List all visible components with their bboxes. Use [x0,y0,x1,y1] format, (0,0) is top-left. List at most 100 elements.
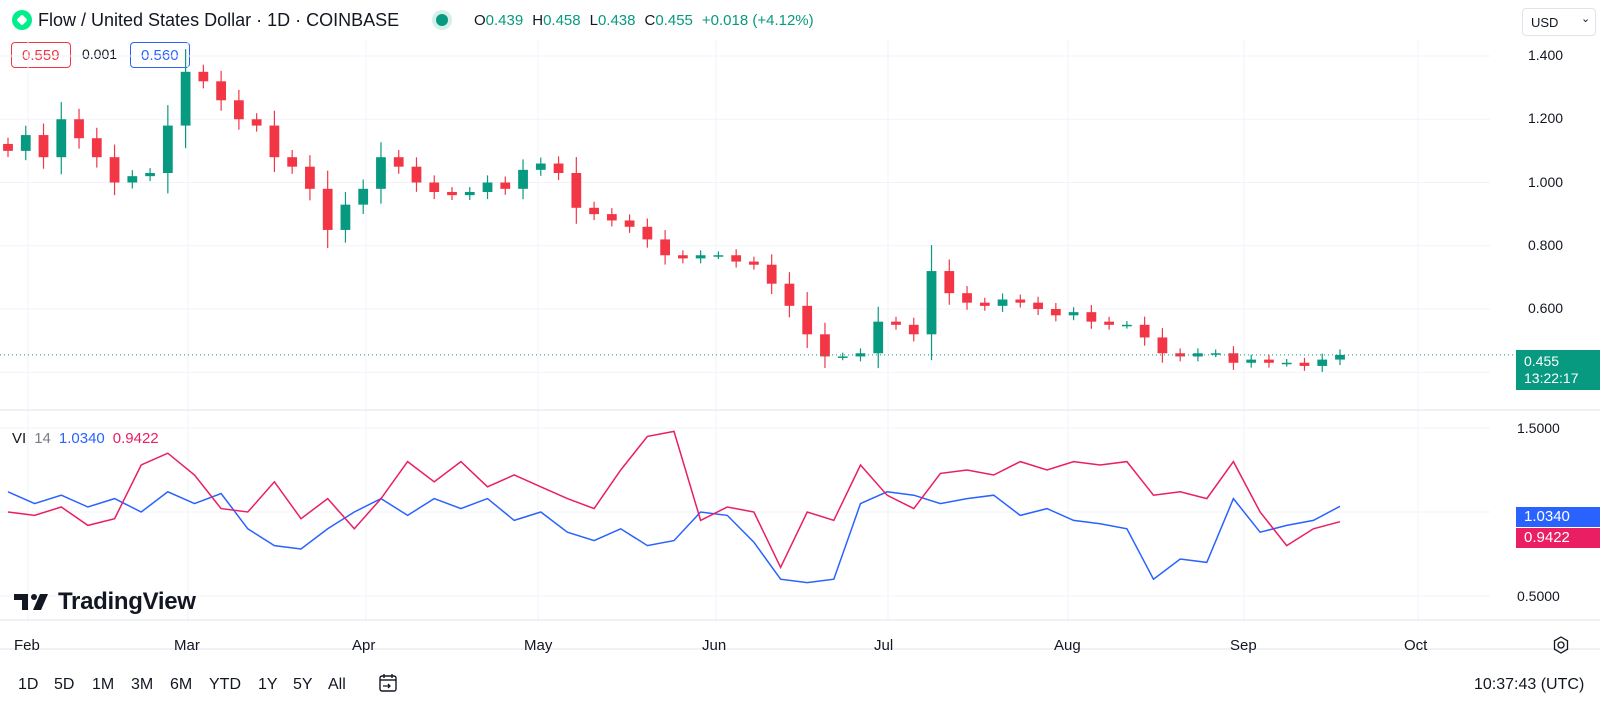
candle [74,108,84,149]
candle-body [1281,362,1292,365]
candle-body [624,220,635,227]
candle-body [1050,309,1061,316]
candle-body [1228,353,1239,363]
range-button-6m[interactable]: 6M [170,676,193,693]
candle-body [944,271,955,294]
tradingview-logo-icon [14,594,48,610]
candle-body [518,169,528,189]
vi-minus-tag: 0.9422 [1516,528,1600,548]
range-button-1y[interactable]: 1Y [258,676,278,693]
vi-legend[interactable]: VI 14 1.0340 0.9422 [12,430,159,447]
candle-body [340,204,351,230]
candle [1139,316,1150,346]
vi-minus-line [7,430,1341,570]
last-price-value: 0.455 [1524,353,1560,369]
candle [749,256,759,270]
candle [216,70,227,111]
candle [535,157,546,176]
time-axis-tick: Sep [1230,637,1257,654]
candle [820,322,830,368]
tradingview-logo[interactable]: TradingView [14,588,196,616]
candle [1281,358,1292,367]
vi-axis-tick: 0.5000 [1517,588,1560,604]
range-button-ytd[interactable]: YTD [209,676,241,693]
candle [1193,348,1203,362]
candle-body [606,214,617,221]
candle [589,201,599,221]
candle [571,157,582,224]
vi-plus-line [7,490,1341,584]
candle-body [198,71,209,82]
candle [340,191,351,243]
range-button-1d[interactable]: 1D [18,676,39,693]
candle-body [731,255,742,262]
candle [1157,328,1168,363]
candle [979,297,990,311]
candle [1015,294,1026,308]
candle-body [749,261,759,265]
candle-body [1246,359,1257,363]
candle-body [926,271,937,335]
candle [695,250,706,264]
candle-body [482,182,493,192]
calendar-goto-icon[interactable] [377,672,399,694]
price-axis-tick: 1.200 [1528,110,1564,127]
candle-body [1015,299,1026,303]
candle-body [20,135,31,151]
candle [873,306,884,369]
range-button-all[interactable]: All [328,676,346,693]
candle [464,187,475,201]
candle [908,317,919,342]
candle [56,102,67,175]
candle [624,214,635,233]
settings-gear-icon[interactable] [1552,636,1570,654]
currency-label: USD [1531,15,1559,30]
candle-body [287,157,298,167]
candle [287,150,298,174]
currency-select[interactable]: USD ⌄ [1522,8,1596,36]
close-value: 0.455 [655,12,693,29]
candle-body [1086,312,1097,322]
candle-body [820,334,830,357]
vi-plus-value: 1.0340 [58,430,105,447]
candle-body [1121,324,1132,327]
candle-body [908,324,919,335]
candle [802,292,813,349]
candle [1264,354,1274,368]
candle [1068,307,1079,321]
candle [429,175,440,200]
candle-body [677,255,688,259]
candle-body [1157,337,1168,354]
candle [38,123,49,169]
last-price-tag: 0.455 13:22:17 [1516,350,1600,390]
candle-body [1317,359,1328,366]
candle [891,316,901,330]
candle-body [216,81,227,101]
candle [784,272,795,318]
candle [322,170,333,249]
candle-body [233,100,244,120]
candle [1086,305,1097,329]
high-key: H [532,12,544,29]
candle [233,89,244,130]
candle-body [1068,312,1079,316]
utc-clock[interactable]: 10:37:43 (UTC) [1474,676,1585,693]
range-button-5d[interactable]: 5D [54,676,75,693]
symbol-title[interactable]: Flow / United States Dollar · 1D · COINB… [38,10,400,30]
market-status-icon[interactable] [436,14,448,26]
chart-canvas[interactable] [0,0,1600,660]
candle [926,245,937,361]
candle-body [411,166,422,183]
range-button-1m[interactable]: 1M [92,676,115,693]
candle [997,293,1008,312]
range-button-3m[interactable]: 3M [131,676,154,693]
candle-body [1104,321,1115,325]
candle [1228,346,1239,370]
candle-body [269,125,280,158]
candle [1335,349,1345,366]
candle-body [322,188,333,230]
candle-body [891,321,901,325]
candle [642,218,653,248]
range-button-5y[interactable]: 5Y [293,676,313,693]
price-axis-tick: 1.400 [1528,47,1564,63]
